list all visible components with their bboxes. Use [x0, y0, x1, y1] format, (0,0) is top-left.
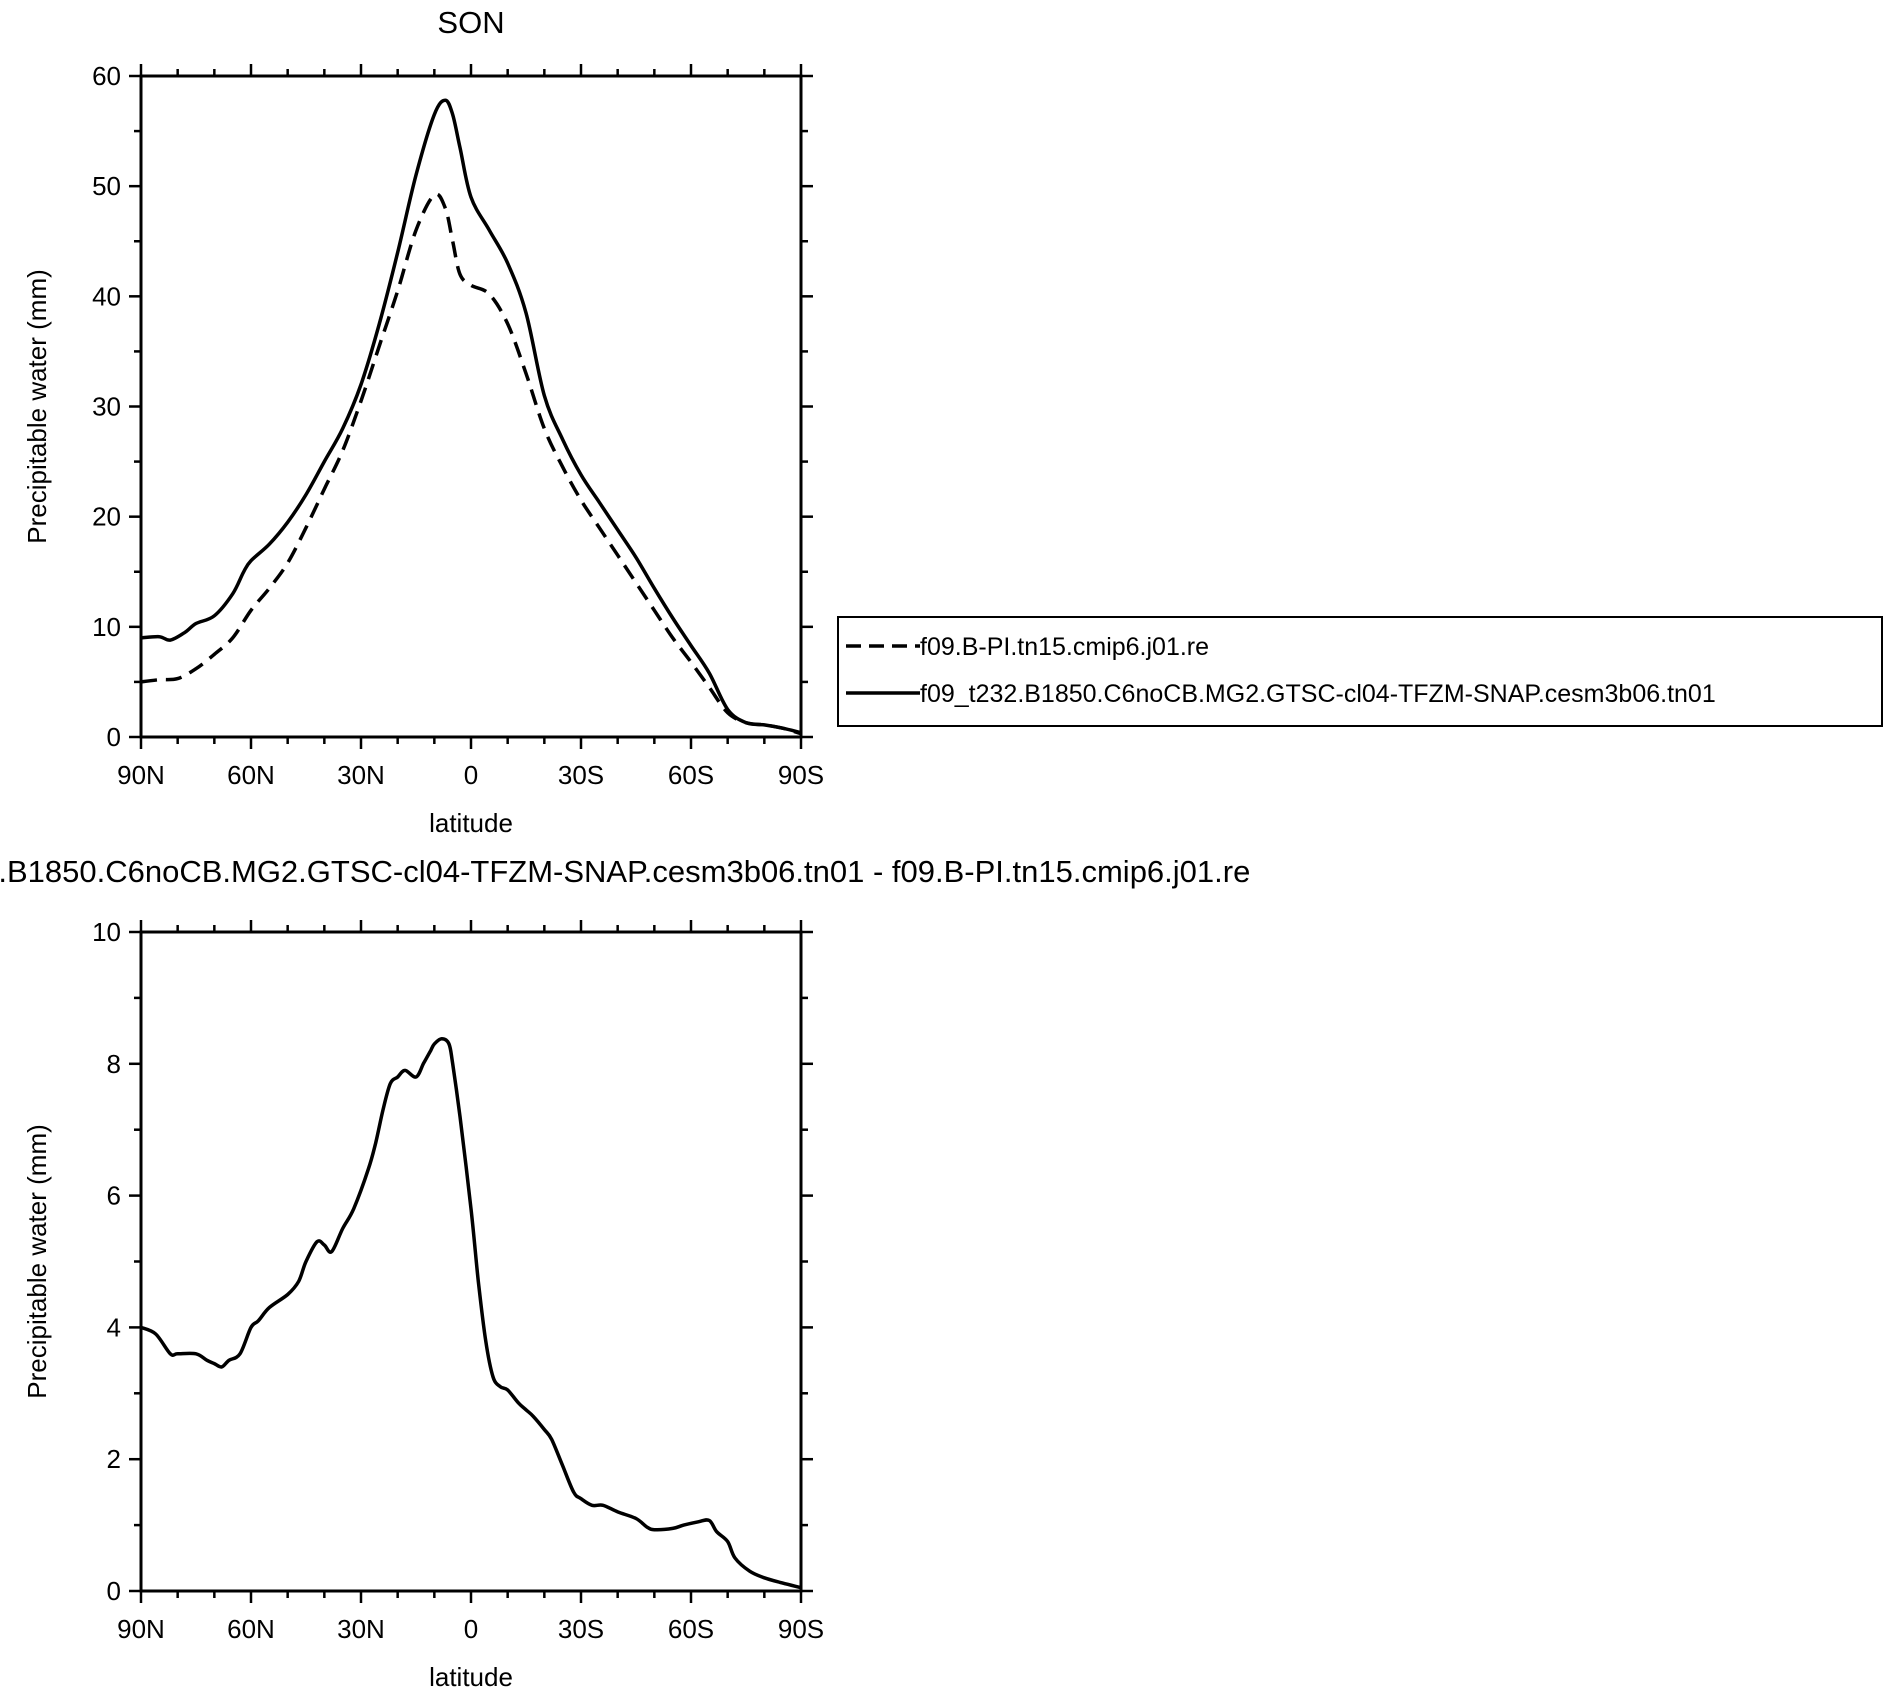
bottom-x-tick-labels: 90N 60N 30N 0 30S 60S 90S [117, 1614, 824, 1644]
bottom-plot-frame [139, 930, 803, 1593]
x-tick-label: 60S [668, 760, 714, 790]
series-line-dashed [140, 192, 802, 736]
legend-label-dashed: f09.B-PI.tn15.cmip6.j01.re [920, 633, 1209, 661]
top-panel: SON 90N 60N 30N 0 30S 60S 90S 0 10 20 30 40 50 60 la… [22, 5, 824, 838]
bottom-y-axis-label: Precipitable water (mm) [22, 1124, 52, 1399]
top-ticks [129, 64, 813, 749]
x-tick-label: 30N [337, 1614, 385, 1644]
y-tick-label: 30 [92, 392, 121, 422]
y-tick-label: 10 [92, 917, 121, 947]
bottom-x-axis-label: latitude [429, 1662, 513, 1692]
bottom-series [140, 1037, 802, 1590]
series-line-solid [140, 98, 802, 735]
y-tick-label: 6 [107, 1181, 121, 1211]
y-tick-label: 4 [107, 1312, 121, 1342]
y-tick-label: 40 [92, 281, 121, 311]
top-y-axis-label: Precipitable water (mm) [22, 269, 52, 544]
x-tick-label: 60N [227, 1614, 275, 1644]
x-tick-label: 90N [117, 1614, 165, 1644]
y-tick-label: 0 [107, 1576, 121, 1606]
y-tick-label: 2 [107, 1444, 121, 1474]
bottom-panel: f09_t232.B1850.C6noCB.MG2.GTSC-cl04-TFZM… [0, 854, 1250, 1692]
x-tick-label: 90S [778, 1614, 824, 1644]
x-tick-label: 90N [117, 760, 165, 790]
bottom-ticks [129, 920, 813, 1603]
y-tick-label: 10 [92, 612, 121, 642]
x-tick-label: 60N [227, 760, 275, 790]
x-tick-label: 30N [337, 760, 385, 790]
x-tick-label: 0 [464, 760, 478, 790]
x-tick-label: 0 [464, 1614, 478, 1644]
y-tick-label: 60 [92, 61, 121, 91]
top-chart-title: SON [437, 5, 504, 40]
legend: f09.B-PI.tn15.cmip6.j01.re f09_t232.B185… [837, 616, 1883, 727]
x-tick-label: 90S [778, 760, 824, 790]
y-tick-label: 20 [92, 502, 121, 532]
x-tick-label: 60S [668, 1614, 714, 1644]
y-tick-label: 0 [107, 722, 121, 752]
bottom-y-tick-labels: 0 2 4 6 8 10 [92, 917, 121, 1606]
top-series [140, 98, 802, 736]
top-x-tick-labels: 90N 60N 30N 0 30S 60S 90S [117, 760, 824, 790]
top-x-axis-label: latitude [429, 808, 513, 838]
x-tick-label: 30S [558, 1614, 604, 1644]
y-tick-label: 50 [92, 171, 121, 201]
legend-box [837, 616, 1883, 727]
legend-label-solid: f09_t232.B1850.C6noCB.MG2.GTSC-cl04-TFZM… [920, 680, 1716, 708]
series-line-solid [140, 1037, 802, 1590]
top-y-tick-labels: 0 10 20 30 40 50 60 [92, 61, 121, 752]
bottom-chart-title: f09_t232.B1850.C6noCB.MG2.GTSC-cl04-TFZM… [0, 854, 1250, 889]
top-plot-frame [139, 74, 803, 739]
x-tick-label: 30S [558, 760, 604, 790]
y-tick-label: 8 [107, 1049, 121, 1079]
